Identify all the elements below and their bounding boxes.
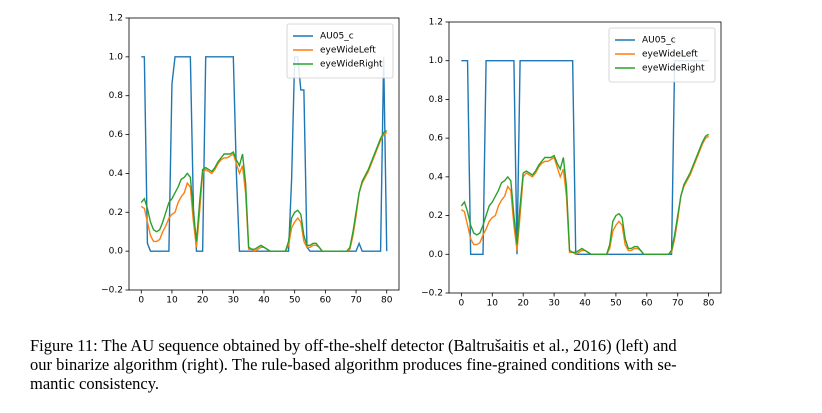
y-tick-label: 1.0 <box>429 56 444 66</box>
line-series <box>140 132 388 252</box>
y-tick-label: 0.2 <box>109 208 123 218</box>
x-tick-label: 80 <box>703 299 715 309</box>
y-tick-label: 0.8 <box>109 91 124 101</box>
line-series <box>461 60 709 255</box>
y-tick-label: 0.8 <box>429 95 444 105</box>
y-tick-label: 0.4 <box>109 169 124 179</box>
x-tick-label: 20 <box>197 296 209 306</box>
legend-label: eyeWideRight <box>320 60 383 70</box>
x-tick-label: 60 <box>641 299 653 309</box>
caption-line: our binarize algorithm (right). The rule… <box>30 355 677 374</box>
x-tick-label: 20 <box>517 299 529 309</box>
x-tick-label: 60 <box>320 296 332 306</box>
y-tick-label: 1.2 <box>109 14 123 24</box>
x-tick-label: 10 <box>487 299 499 309</box>
y-tick-label: −0.2 <box>101 286 123 296</box>
line-series <box>460 133 710 255</box>
x-tick-label: 40 <box>579 299 591 309</box>
figure: 0 10 20 30 40 50 60 70 80 −0.2 0.0 0.2 0.4 0.6 0.8 1.0 1… <box>101 14 722 309</box>
legend-box <box>608 27 716 83</box>
y-tick-label: 0.0 <box>429 250 444 260</box>
legend-label: AU05_c <box>320 32 354 42</box>
legend-label: eyeWideRight <box>642 64 705 74</box>
x-tick-label: 40 <box>258 296 270 306</box>
caption-line: Figure 11: The AU sequence obtained by o… <box>30 336 677 355</box>
y-tick-label: 0.6 <box>429 134 444 144</box>
x-tick-label: 50 <box>610 299 622 309</box>
legend-label: eyeWideLeft <box>320 46 376 56</box>
line-series <box>141 56 388 252</box>
x-tick-label: 0 <box>458 299 464 309</box>
plot-frame <box>448 21 722 294</box>
legend-box <box>286 23 394 79</box>
y-tick-label: 0.0 <box>109 247 124 257</box>
x-tick-label: 30 <box>228 296 240 306</box>
legend-label: AU05_c <box>642 36 676 46</box>
line-series <box>140 130 388 252</box>
x-tick-label: 50 <box>289 296 301 306</box>
y-tick-label: 1.0 <box>109 52 124 62</box>
plot-frame <box>128 17 400 291</box>
y-tick-label: 0.2 <box>429 211 443 221</box>
y-tick-label: 0.6 <box>109 130 124 140</box>
x-tick-label: 10 <box>166 296 178 306</box>
x-tick-label: 30 <box>548 299 560 309</box>
legend-label: eyeWideLeft <box>642 50 698 60</box>
caption-line: mantic consistency. <box>30 374 160 393</box>
x-tick-label: 70 <box>672 299 684 309</box>
y-tick-label: −0.2 <box>421 289 443 299</box>
y-tick-label: 1.2 <box>429 18 443 28</box>
x-tick-label: 80 <box>381 296 393 306</box>
x-tick-label: 70 <box>350 296 362 306</box>
y-tick-label: 0.4 <box>429 172 444 182</box>
x-tick-label: 0 <box>138 296 144 306</box>
